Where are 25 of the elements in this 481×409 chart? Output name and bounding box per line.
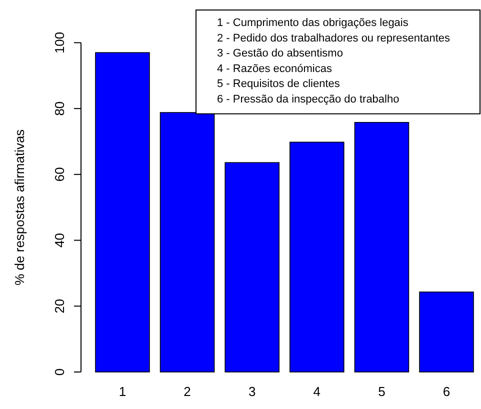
annotation: 6 - Pressão da inspecção do trabalho — [217, 94, 400, 106]
y-tick-label: 80 — [52, 101, 67, 116]
y-tick-label: 20 — [52, 298, 67, 314]
bar — [224, 162, 280, 372]
y-tick-label: 40 — [52, 233, 67, 248]
bar — [95, 52, 150, 372]
y-tick-label: 100 — [52, 32, 67, 54]
y-tick-label: 60 — [52, 167, 67, 182]
annotation: 5 - Requisitos de clientes — [217, 78, 340, 90]
y-tick-label: 0 — [52, 368, 67, 376]
y-axis-title: % de respostas afirmativas — [12, 128, 27, 286]
x-tick-label: 2 — [184, 384, 191, 399]
x-tick-label: 6 — [442, 384, 450, 399]
annotation: 2 - Pedido dos trabalhadores ou representantes — [217, 32, 450, 44]
x-tick-label: 4 — [313, 384, 321, 399]
bar — [419, 292, 474, 372]
annotation: 4 - Razões económicas — [217, 62, 332, 75]
annotation: 3 - Gestão do absentismo — [217, 48, 343, 60]
bar — [354, 122, 410, 372]
x-tick-label: 5 — [378, 384, 386, 399]
x-tick-label: 3 — [248, 384, 256, 399]
bar — [290, 142, 344, 372]
text: 1 - Cumprimento das obrigações legais — [217, 17, 409, 29]
bar — [160, 112, 215, 372]
x-tick-label: 1 — [118, 384, 126, 399]
